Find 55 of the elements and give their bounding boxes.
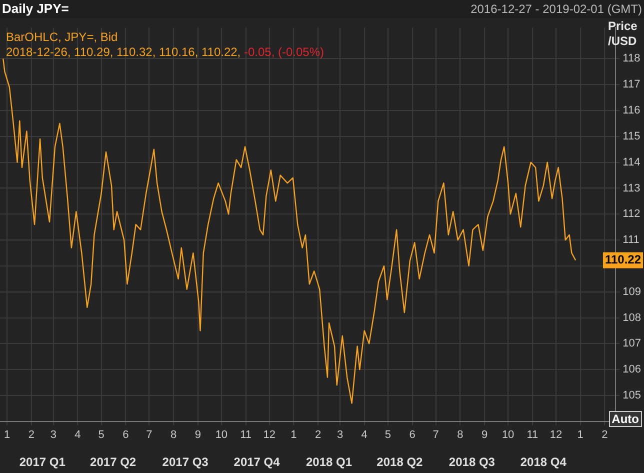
x-tick-label: 2 xyxy=(28,429,34,442)
y-tick-label: 117 xyxy=(622,78,640,91)
auto-button: Auto xyxy=(608,411,642,427)
x-tick-label: 8 xyxy=(170,429,177,442)
chart-subtitle: 2016-12-27 - 2019-02-01 (GMT) xyxy=(470,2,642,16)
x-tick-label: 12 xyxy=(550,429,562,442)
annotation: -0.05, (-0.05%) xyxy=(244,44,324,59)
y-tick-label: 107 xyxy=(622,338,642,350)
x-tick-label: 1 xyxy=(577,429,584,442)
y-tick-label: 106 xyxy=(622,364,642,376)
x-tick-label: 10 xyxy=(502,429,514,442)
x-tick-label: 3 xyxy=(50,429,56,442)
annotation: BarOHLC, JPY=, Bid xyxy=(6,30,118,44)
x-tick-label: 6 xyxy=(409,429,416,442)
x-tick-label: 1 xyxy=(290,429,297,442)
x-tick-label: 8 xyxy=(457,429,464,442)
x-tick-label: 6 xyxy=(122,429,129,442)
x-tick-label: 2 xyxy=(314,429,322,442)
x2-tick-label: 2017 Q3 xyxy=(162,455,209,470)
x-tick-label: 4 xyxy=(74,429,81,442)
x2-tick-label: 2018 Q2 xyxy=(376,455,424,470)
x-tick-label: 1 xyxy=(4,429,10,442)
y-tick-label: 108 xyxy=(622,312,642,324)
x-tick-label: 12 xyxy=(263,429,276,442)
x2-tick-label: 2018 Q1 xyxy=(306,455,352,470)
y-axis-title: Price /USD xyxy=(608,19,638,49)
y-tick-label: 114 xyxy=(622,156,640,168)
x2-tick-label: 2018 Q4 xyxy=(520,455,567,470)
annotation: 110.22 xyxy=(604,252,642,267)
x2-tick-label: 2017 Q4 xyxy=(234,455,280,470)
y-tick-label: 109 xyxy=(622,286,642,298)
x-tick-label: 2 xyxy=(602,429,608,442)
x-tick-label: 7 xyxy=(432,429,439,442)
y-tick-label: 111 xyxy=(622,234,640,246)
x2-tick-label: 2018 Q3 xyxy=(448,455,496,470)
x-tick-label: 5 xyxy=(98,429,104,442)
annotation: 2018-12-26, 110.29, 110.32, 110.16, 110.22, xyxy=(6,44,241,59)
y-tick-label: 112 xyxy=(622,208,640,220)
y-tick-label: 115 xyxy=(622,130,640,142)
x-tick-label: 4 xyxy=(361,429,368,442)
x-tick-label: 11 xyxy=(240,429,252,442)
x-tick-label: 7 xyxy=(146,429,152,442)
chart-title: Daily JPY= xyxy=(2,1,69,16)
y-tick-label: 113 xyxy=(622,182,640,194)
y-tick-label: 116 xyxy=(622,104,640,117)
x-tick-label: 9 xyxy=(194,429,201,442)
x-tick-label: 9 xyxy=(481,429,488,442)
y-tick-label: 105 xyxy=(622,390,642,402)
y-tick-label: 118 xyxy=(622,52,640,65)
x-tick-label: 5 xyxy=(384,429,391,442)
x2-tick-label: 2017 Q2 xyxy=(90,455,136,470)
x-tick-label: 11 xyxy=(526,429,538,442)
x-tick-label: 3 xyxy=(336,429,344,442)
x2-tick-label: 2017 Q1 xyxy=(19,455,66,470)
x-tick-label: 10 xyxy=(215,429,228,442)
